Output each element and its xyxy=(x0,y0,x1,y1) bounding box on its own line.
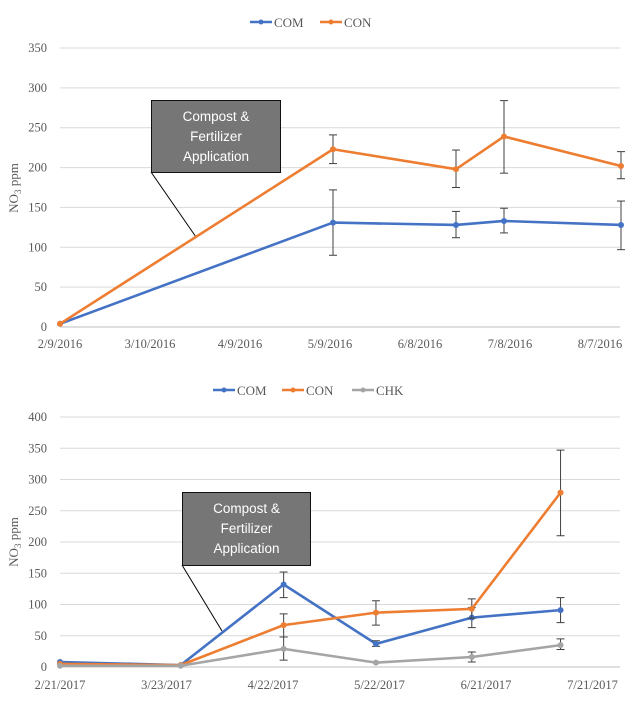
legend-label-chk: CHK xyxy=(376,383,404,398)
y-tick-label: 150 xyxy=(28,200,47,214)
data-point xyxy=(468,605,475,612)
data-point xyxy=(372,640,379,647)
x-tick-label: 5/22/2017 xyxy=(354,678,405,692)
legend-label-com: COM xyxy=(237,383,267,398)
x-tick-label: 2/9/2016 xyxy=(38,337,82,351)
series-com xyxy=(57,189,625,327)
y-tick-label: 150 xyxy=(28,566,47,580)
y-tick-label: 100 xyxy=(28,598,47,612)
y-tick-label: 250 xyxy=(28,121,47,135)
y-tick-label: 200 xyxy=(28,161,47,175)
y-tick-label: 250 xyxy=(28,504,47,518)
callout-line: Compost & xyxy=(182,108,250,124)
data-point xyxy=(501,133,507,140)
y-axis-title: NO3 ppm xyxy=(6,163,23,213)
x-tick-label: 7/21/2017 xyxy=(567,678,618,692)
data-point xyxy=(618,162,624,169)
data-point xyxy=(557,489,564,496)
legend-marker xyxy=(360,387,366,393)
y-axis-title: NO3 ppm xyxy=(6,517,23,567)
y-tick-label: 100 xyxy=(28,240,47,254)
data-point xyxy=(330,219,336,226)
annotation-callout-2016: Compost & Fertilizer Application xyxy=(151,100,281,173)
legend-label-con: CON xyxy=(306,383,334,398)
y-tick-label: 400 xyxy=(28,410,47,424)
series-chk xyxy=(57,636,565,669)
data-point xyxy=(557,642,564,649)
y-tick-label: 0 xyxy=(41,320,47,334)
y-tick-label: 300 xyxy=(28,81,47,95)
x-tick-label: 5/9/2016 xyxy=(308,337,352,351)
data-point xyxy=(280,581,287,588)
y-tick-label: 350 xyxy=(28,441,47,455)
series-con xyxy=(57,100,625,327)
annotation-callout-2017: Compost & Fertilizer Application xyxy=(182,492,311,566)
data-point xyxy=(280,645,287,652)
callout-line: Application xyxy=(182,148,250,164)
data-point xyxy=(557,607,564,614)
callout-line: Fertilizer xyxy=(220,521,273,536)
x-tick-label: 2/21/2017 xyxy=(35,678,86,692)
y-tick-label: 0 xyxy=(41,660,47,674)
x-tick-label: 6/8/2016 xyxy=(398,337,442,351)
x-tick-label: 8/7/2016 xyxy=(578,337,622,351)
data-point xyxy=(57,662,63,669)
data-point xyxy=(280,622,287,629)
x-tick-label: 3/10/2016 xyxy=(125,337,176,351)
data-point xyxy=(453,166,459,173)
callout-pointer-line xyxy=(181,564,223,632)
data-point xyxy=(57,320,63,327)
legend-marker xyxy=(221,387,227,393)
chart-2: 0 50 100 150 200 250 300 350 400 2/21/2017 3/23/20… xyxy=(6,383,620,692)
callout-line: Application xyxy=(213,541,280,556)
series-line xyxy=(59,135,622,325)
x-tick-label: 3/23/2017 xyxy=(141,678,192,692)
data-point xyxy=(618,221,624,228)
data-point xyxy=(501,217,507,224)
y-tick-label: 50 xyxy=(35,629,48,643)
x-tick-label: 7/8/2016 xyxy=(488,337,532,351)
chart-1: 0 50 100 150 200 250 300 350 2/9/2016 3/10/2016 4/… xyxy=(6,15,625,351)
series-line xyxy=(59,219,622,326)
callout-pointer-line xyxy=(150,171,197,238)
y-tick-label: 200 xyxy=(28,535,47,549)
legend-label-con: CON xyxy=(344,15,372,30)
y-tick-label: 50 xyxy=(35,280,48,294)
x-tick-label: 4/9/2016 xyxy=(218,337,262,351)
legend-marker xyxy=(290,387,296,393)
data-point xyxy=(372,659,379,666)
callout-line: Compost & xyxy=(213,501,280,516)
x-tick-label: 6/21/2017 xyxy=(461,678,512,692)
callout-line: Fertilizer xyxy=(190,128,242,144)
series-line xyxy=(60,643,561,668)
legend-marker xyxy=(258,19,264,25)
y-tick-label: 300 xyxy=(28,473,47,487)
x-tick-label: 4/22/2017 xyxy=(248,678,299,692)
data-point xyxy=(372,609,379,616)
legend-marker xyxy=(328,19,334,25)
data-point xyxy=(468,654,475,660)
data-point xyxy=(453,221,459,228)
y-tick-label: 350 xyxy=(28,41,47,55)
data-point xyxy=(330,146,336,153)
data-point xyxy=(177,662,184,669)
legend-label-com: COM xyxy=(274,15,304,30)
